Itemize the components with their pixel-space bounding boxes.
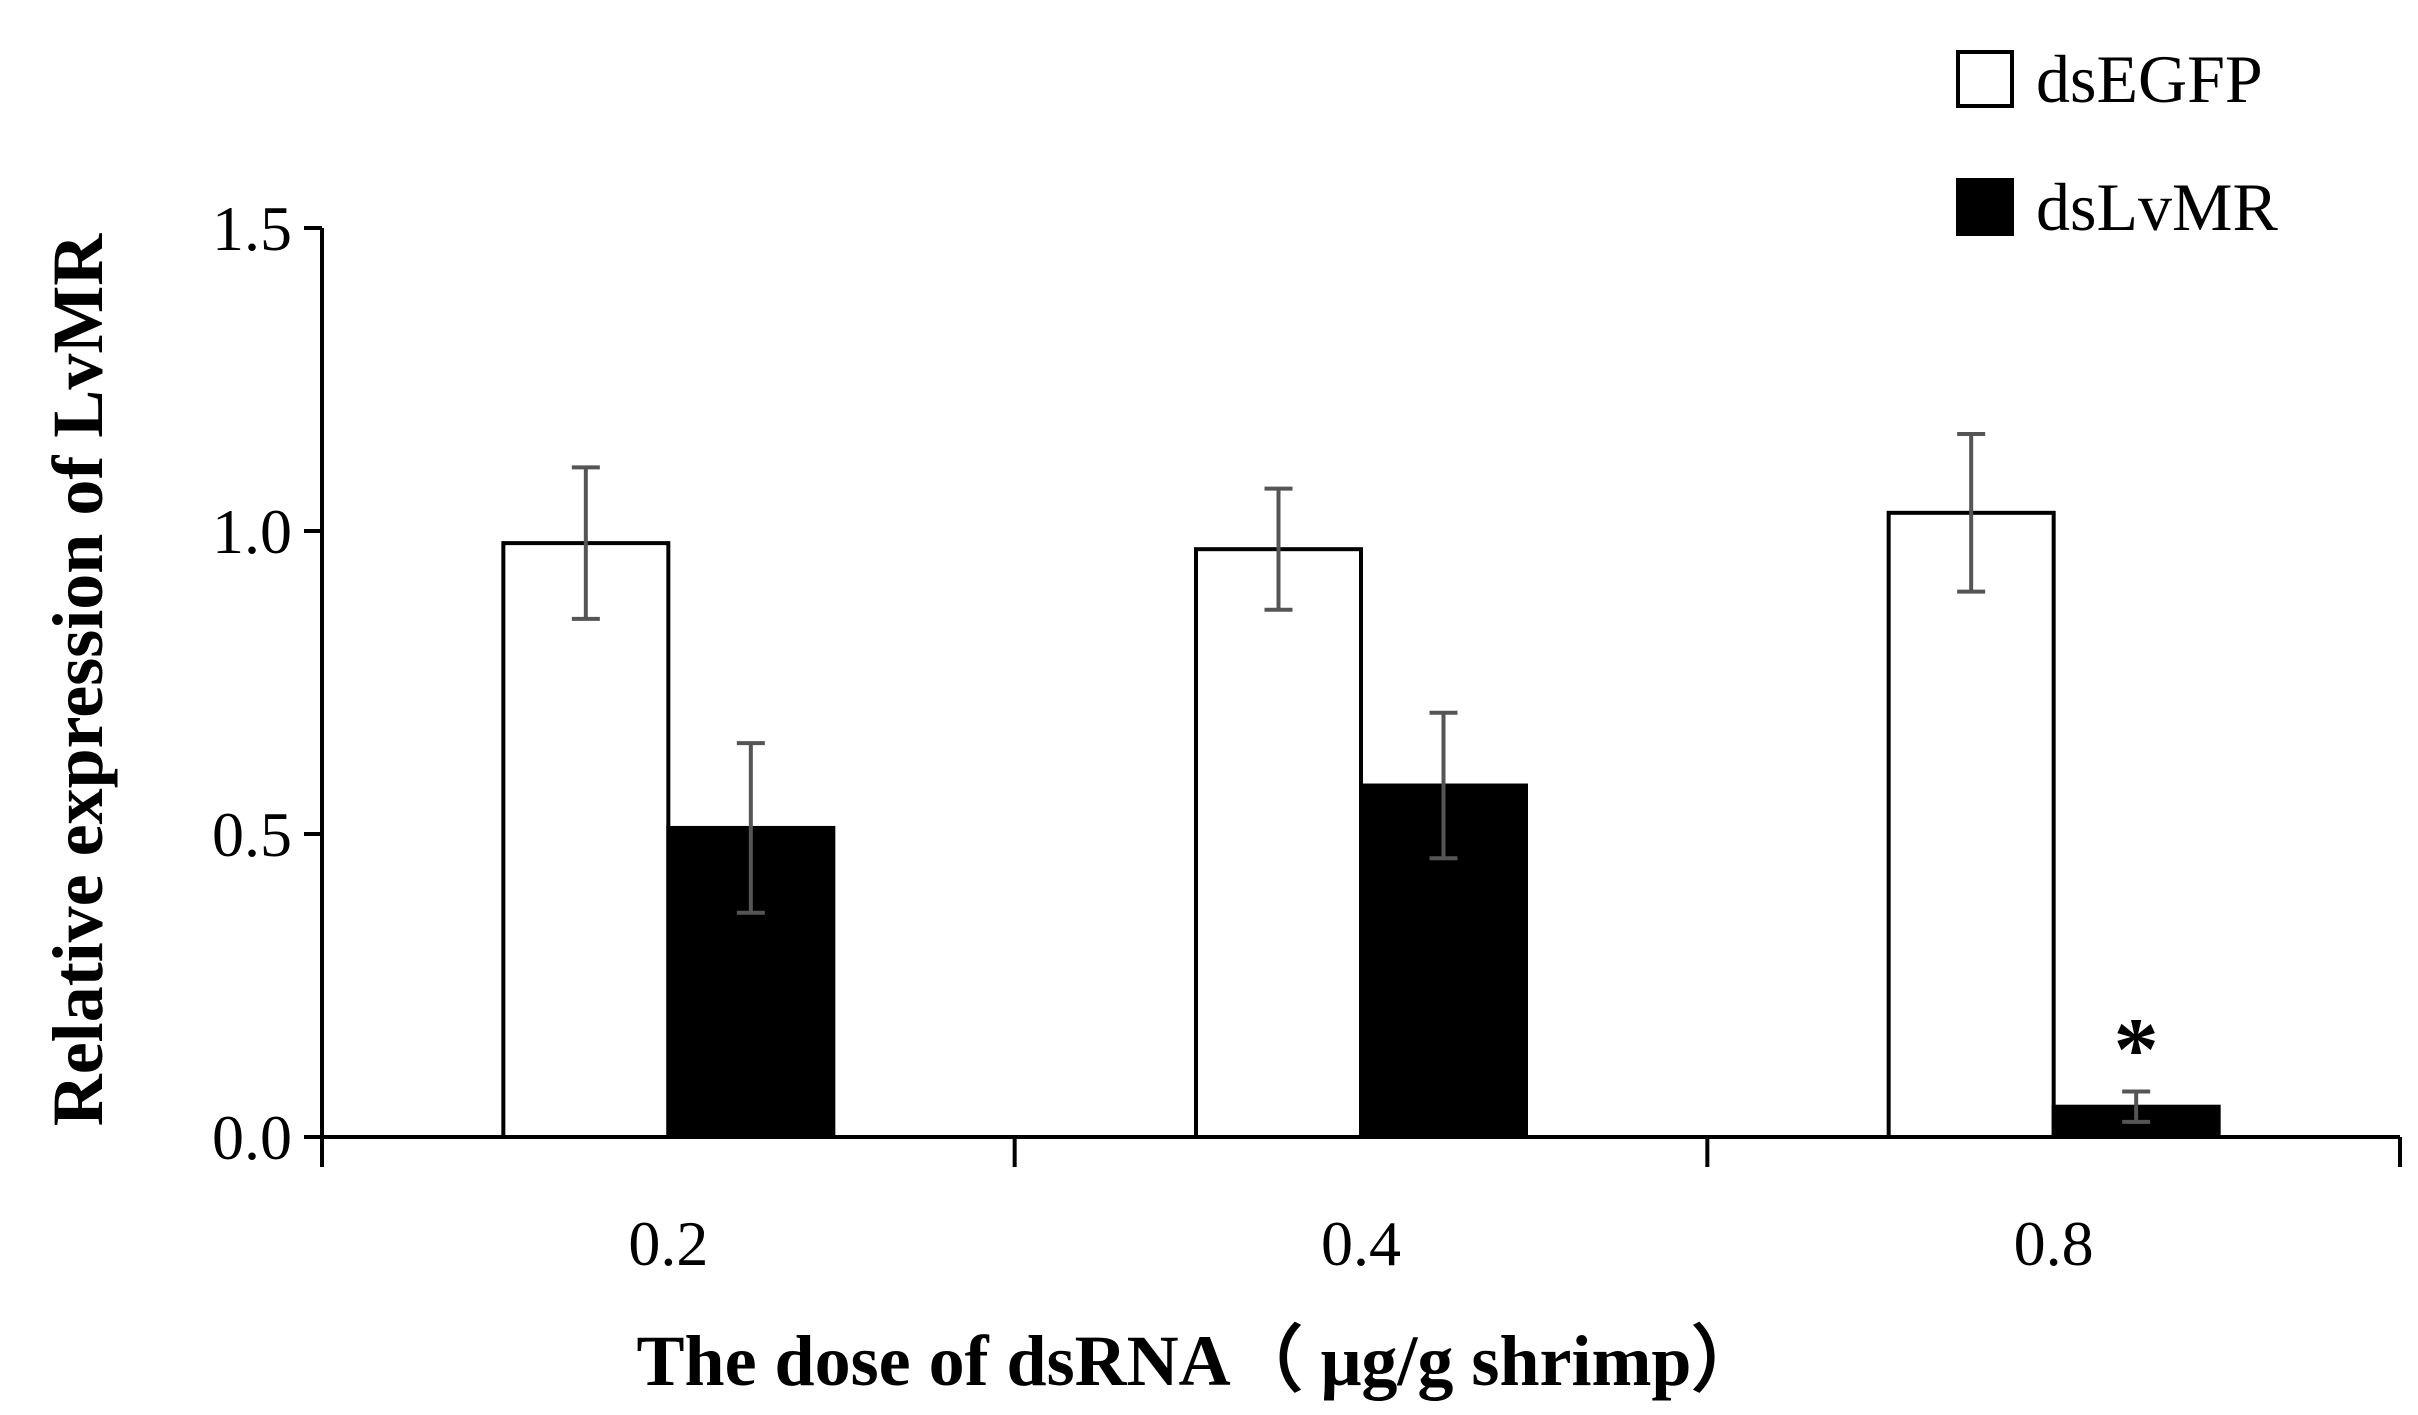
x-tick-label: 0.8 xyxy=(2014,1208,2094,1279)
x-tick-label: 0.2 xyxy=(628,1208,708,1279)
legend-label-dsEGFP: dsEGFP xyxy=(2036,41,2263,117)
ticks: 0.0 0.5 1.0 1.5 0.2 0.4 0.8 xyxy=(212,193,2402,1279)
annotations: * xyxy=(2114,1001,2159,1100)
bar-dsEGFP-0.4 xyxy=(1194,547,1363,1139)
y-tick-label: 1.0 xyxy=(212,496,292,567)
y-tick-label: 0.0 xyxy=(212,1102,292,1173)
x-tick-label: 0.4 xyxy=(1321,1208,1401,1279)
legend-label-dsLvMR: dsLvMR xyxy=(2036,169,2278,245)
y-axis-title: Relative expression of LvMR xyxy=(38,233,118,1127)
y-tick-label: 0.5 xyxy=(212,799,292,870)
legend-swatch-dsLvMR xyxy=(1956,178,2014,236)
x-axis-title: The dose of dsRNA（ μg/g shrimp） xyxy=(637,1321,1764,1401)
bars xyxy=(501,510,2221,1140)
bar-dsEGFP-0.2 xyxy=(501,541,671,1139)
y-tick-label: 1.5 xyxy=(212,193,292,264)
legend-swatch-dsEGFP xyxy=(1956,50,2014,108)
legend: dsEGFP dsLvMR xyxy=(1956,41,2278,245)
significance-asterisk: * xyxy=(2114,1001,2159,1100)
error-bars xyxy=(571,432,2151,1124)
bar-dsEGFP-0.8 xyxy=(1886,510,2056,1139)
